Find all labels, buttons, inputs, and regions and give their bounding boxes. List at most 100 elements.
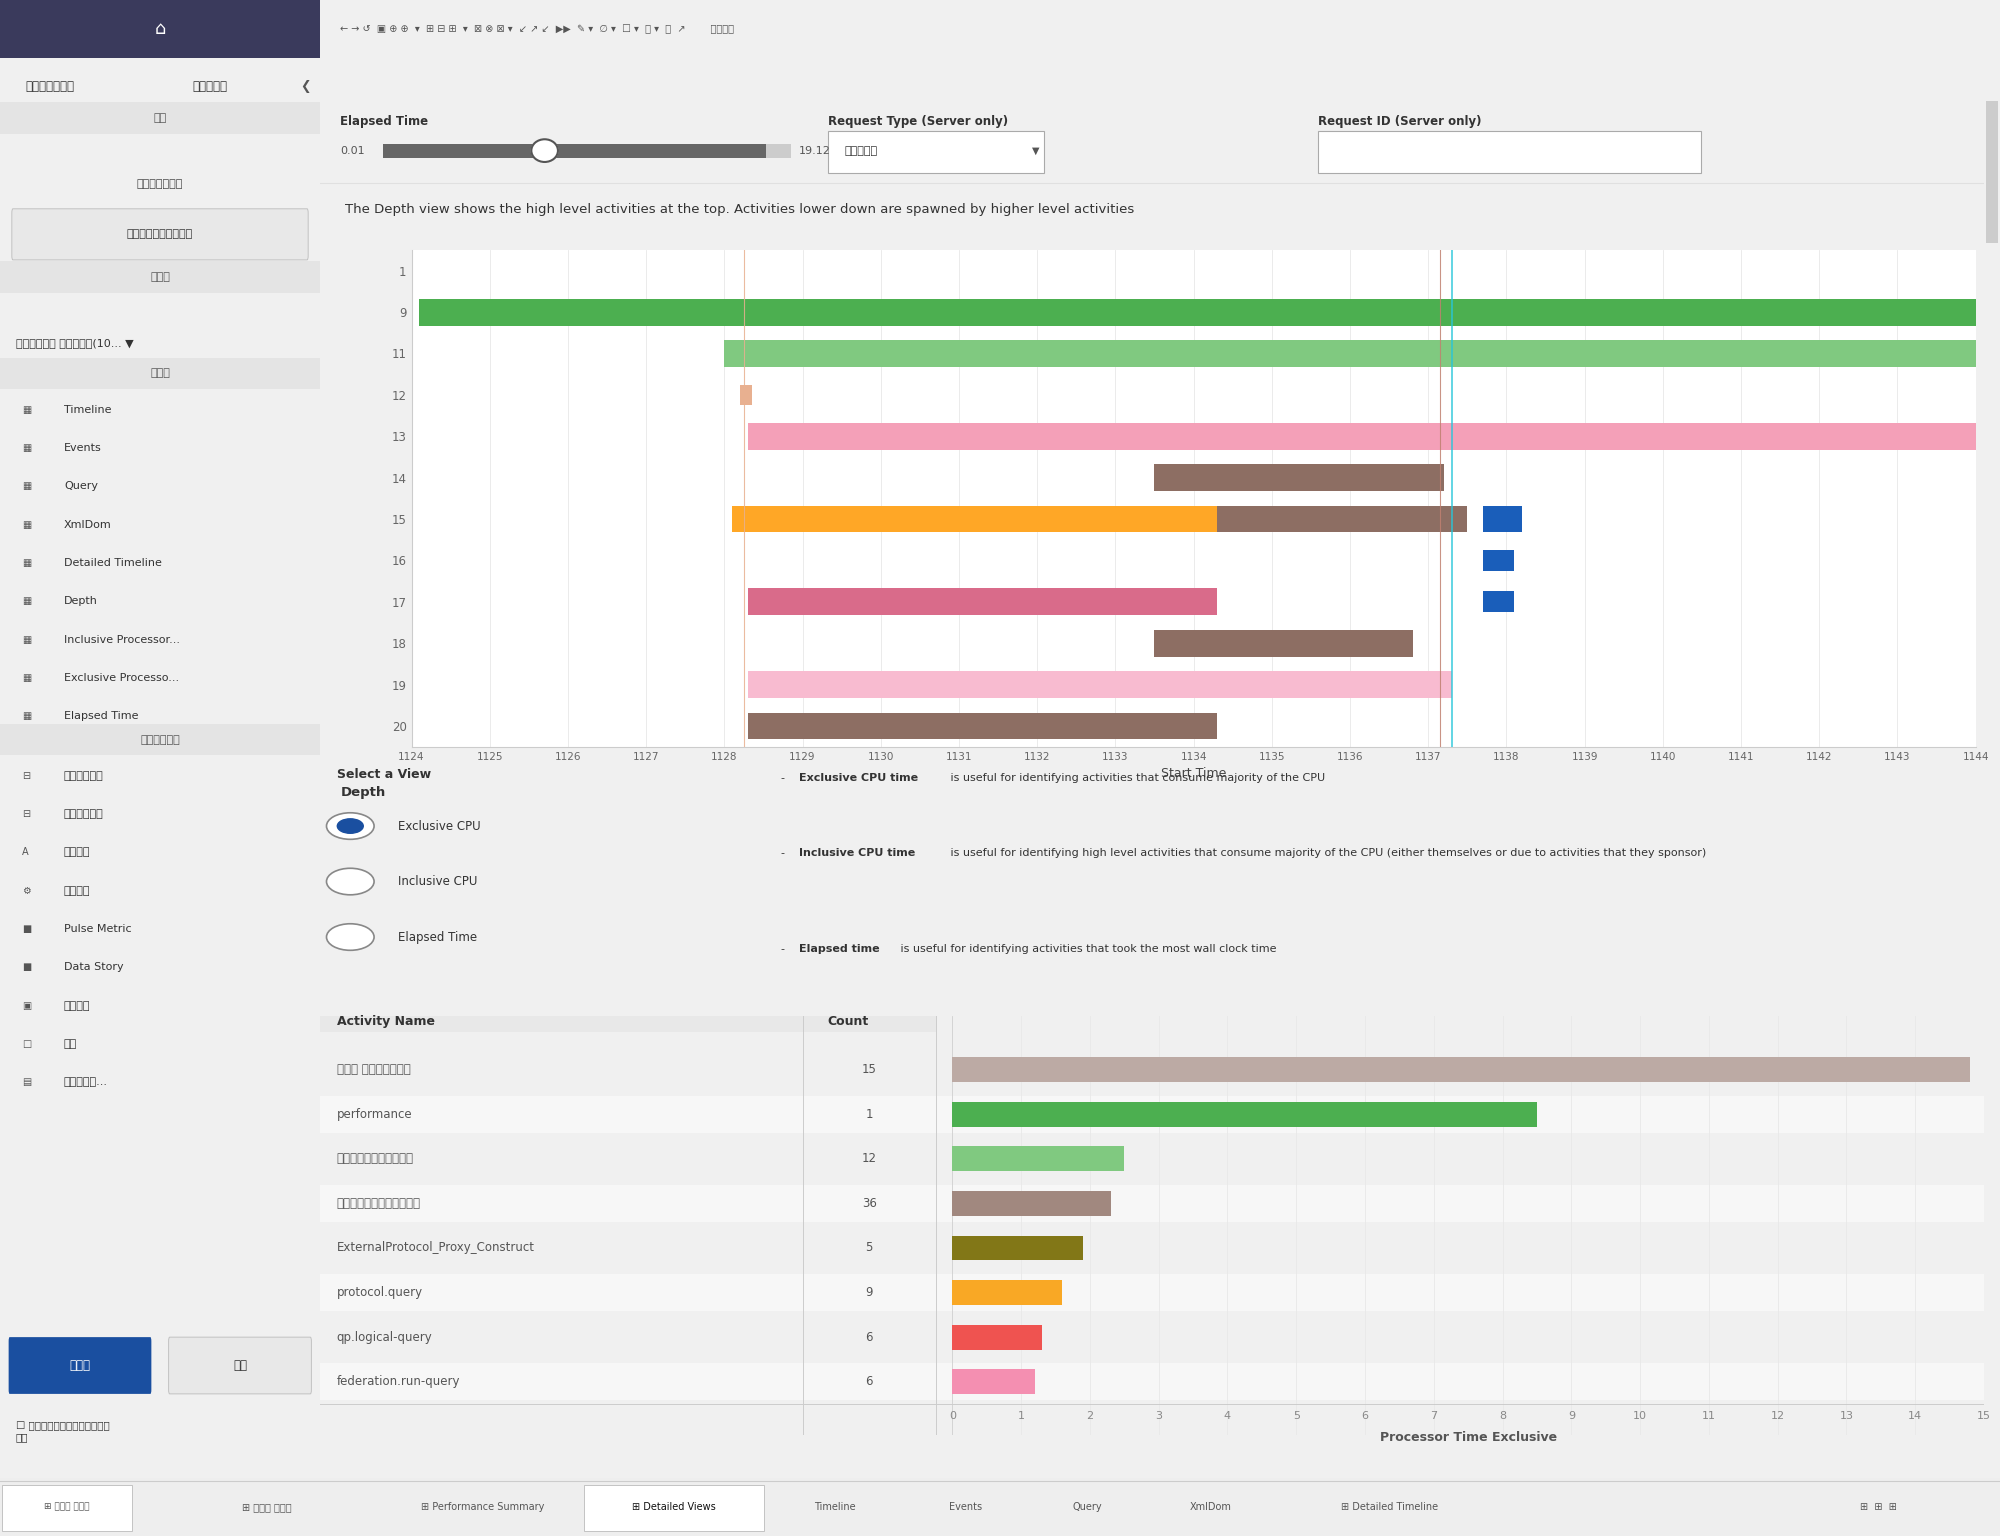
Text: 1: 1 <box>866 1107 872 1121</box>
Text: ▣: ▣ <box>22 1001 32 1011</box>
Text: レイアウト: レイアウト <box>192 80 228 92</box>
Bar <box>748 588 1218 616</box>
Text: 11: 11 <box>1702 1410 1716 1421</box>
Text: 5: 5 <box>866 1241 872 1255</box>
Text: （すべて）: （すべて） <box>844 146 878 155</box>
Text: is useful for identifying high level activities that consume majority of the CPU: is useful for identifying high level act… <box>946 848 1706 857</box>
Text: -: - <box>782 848 788 857</box>
Text: Elapsed Time: Elapsed Time <box>64 711 138 722</box>
Text: ExternalProtocol_Proxy_Construct: ExternalProtocol_Proxy_Construct <box>336 1241 534 1255</box>
Bar <box>384 143 766 158</box>
Text: 14: 14 <box>1908 1410 1922 1421</box>
Text: 1: 1 <box>1018 1410 1024 1421</box>
Bar <box>952 1057 1970 1083</box>
Bar <box>828 131 1044 174</box>
Bar <box>1482 505 1522 533</box>
Text: ⊞ データ ソース: ⊞ データ ソース <box>44 1502 90 1511</box>
Text: is useful for identifying activities that took the most wall clock time: is useful for identifying activities tha… <box>898 945 1276 954</box>
Text: ⊞ データ ソース: ⊞ データ ソース <box>242 1502 292 1511</box>
Text: Inclusive CPU time: Inclusive CPU time <box>800 848 916 857</box>
Text: ▦: ▦ <box>22 673 32 684</box>
Bar <box>1218 505 1468 533</box>
Text: Events: Events <box>950 1502 982 1511</box>
Text: performance: performance <box>336 1107 412 1121</box>
Text: ■: ■ <box>22 963 32 972</box>
Bar <box>320 1273 1984 1312</box>
Text: The Depth view shows the high level activities at the top. Activities lower down: The Depth view shows the high level acti… <box>344 203 1134 217</box>
Bar <box>1154 630 1412 657</box>
Bar <box>1318 131 1702 174</box>
Circle shape <box>326 813 374 839</box>
Text: 6: 6 <box>866 1330 872 1344</box>
Text: Data Story: Data Story <box>64 963 124 972</box>
Circle shape <box>338 819 364 834</box>
Bar <box>732 505 1218 533</box>
Text: 空白: 空白 <box>64 1038 78 1049</box>
Text: ▦: ▦ <box>22 404 32 415</box>
Text: 0.01: 0.01 <box>340 146 364 155</box>
Bar <box>2 1485 132 1531</box>
Bar <box>748 713 1218 739</box>
Bar <box>584 1485 764 1531</box>
Bar <box>952 1146 1124 1172</box>
Bar <box>0 261 320 292</box>
Text: 固定: 固定 <box>154 114 166 123</box>
Text: 浮動: 浮動 <box>232 1359 248 1372</box>
Bar <box>748 422 1976 450</box>
Text: XmlDom: XmlDom <box>64 519 112 530</box>
Bar <box>1154 464 1444 492</box>
Bar <box>740 384 752 406</box>
Text: □: □ <box>22 1038 32 1049</box>
Text: Timeline: Timeline <box>814 1502 856 1511</box>
Text: 水平コンテナ: 水平コンテナ <box>64 771 104 780</box>
Text: Depth: Depth <box>342 786 386 799</box>
Circle shape <box>326 868 374 895</box>
Bar <box>320 1095 1984 1134</box>
Bar <box>952 1101 1536 1127</box>
Text: A: A <box>22 848 30 857</box>
Text: Elapsed Time: Elapsed Time <box>398 931 478 943</box>
Bar <box>952 1190 1110 1217</box>
Text: Inclusive CPU: Inclusive CPU <box>398 876 478 888</box>
Text: データ ソースに接続中: データ ソースに接続中 <box>336 1063 410 1077</box>
Text: 拡張機能: 拡張機能 <box>64 886 90 895</box>
Text: 5: 5 <box>1292 1410 1300 1421</box>
Text: テキスト: テキスト <box>64 848 90 857</box>
Text: クエリを実行しています。: クエリを実行しています。 <box>336 1197 420 1210</box>
Text: 15: 15 <box>862 1063 876 1077</box>
Text: Activity Name: Activity Name <box>336 1015 434 1028</box>
Text: イメージ: イメージ <box>64 1001 90 1011</box>
Text: 36: 36 <box>862 1197 876 1210</box>
Bar <box>0 0 320 58</box>
Text: ❮: ❮ <box>300 80 310 92</box>
Text: ← → ↺  ▣ ⊕ ⊕  ▾  ⊞ ⊟ ⊞  ▾  ⊠ ⊗ ⊠ ▾  ↙ ↗ ↙  ▶▶  ✎ ▾  ∅ ▾  ☐ ▾  📊 ▾  🖥  ↗        表: ← → ↺ ▣ ⊕ ⊕ ▾ ⊞ ⊟ ⊞ ▾ ⊠ ⊗ ⊠ ▾ ↙ ↗ ↙ ▶▶ ✎… <box>340 25 734 34</box>
Bar <box>1154 464 1444 492</box>
Bar <box>384 143 790 158</box>
Text: Detailed Timeline: Detailed Timeline <box>64 558 162 568</box>
Text: ⊟: ⊟ <box>22 771 30 780</box>
Text: Timeline: Timeline <box>64 404 112 415</box>
Bar <box>1482 591 1514 613</box>
Text: 13: 13 <box>1840 1410 1854 1421</box>
Bar <box>724 339 1976 367</box>
Bar <box>320 1184 1984 1223</box>
Text: 6: 6 <box>1362 1410 1368 1421</box>
Text: ⌂: ⌂ <box>154 20 166 38</box>
Text: is useful for identifying activities that consume majority of the CPU: is useful for identifying activities tha… <box>946 773 1324 783</box>
Text: ⊞  ⊞  ⊞: ⊞ ⊞ ⊞ <box>1860 1502 1896 1511</box>
Bar <box>952 1324 1042 1350</box>
Text: qp.logical-query: qp.logical-query <box>336 1330 432 1344</box>
Bar <box>952 1279 1062 1306</box>
Text: ▦: ▦ <box>22 519 32 530</box>
Text: Query: Query <box>64 481 98 492</box>
FancyBboxPatch shape <box>168 1338 312 1393</box>
Text: Select a View: Select a View <box>338 768 432 782</box>
Bar <box>1986 101 1998 243</box>
Text: Count: Count <box>828 1015 868 1028</box>
Text: Events: Events <box>64 442 102 453</box>
Text: シート: シート <box>150 369 170 378</box>
Text: ダッシュボード: ダッシュボード <box>26 80 74 92</box>
Text: Elapsed Time: Elapsed Time <box>340 115 428 127</box>
Bar <box>320 1005 936 1032</box>
Text: ▦: ▦ <box>22 634 32 645</box>
